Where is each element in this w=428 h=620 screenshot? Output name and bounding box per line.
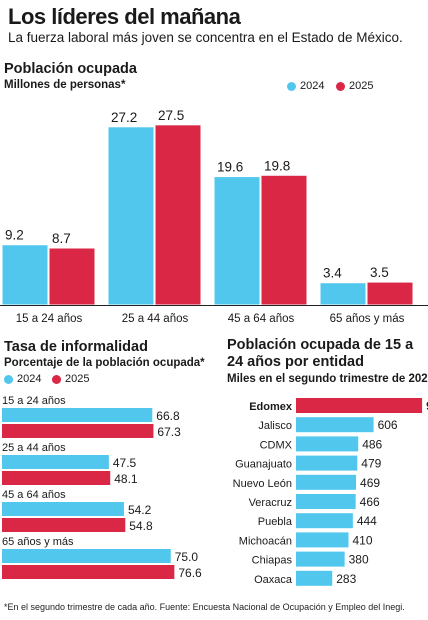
state-label-puebla: Puebla (258, 516, 293, 528)
bar-2024-45-a-64-anos (2, 502, 124, 516)
legend-2024: 2024 (287, 80, 324, 92)
legend-2025: 2025 (336, 80, 373, 92)
value-label-2024-25-a-44-anos: 27.2 (111, 110, 137, 125)
legend-2024-swatch (287, 81, 296, 91)
main-subtitle: La fuerza laboral más joven se concentra… (8, 30, 403, 45)
bar-2025-15-a-24-anos (48, 247, 96, 306)
value-label-2025-25-a-44-anos: 27.5 (158, 108, 184, 123)
value-label-2025-45-a-64-anos: 19.8 (264, 158, 290, 173)
state-label-oaxaca: Oaxaca (254, 574, 293, 586)
value-label-chiapas: 380 (349, 553, 369, 567)
chart3-subtitle: Miles en el segundo trimestre de 2025 (227, 373, 428, 385)
value-label-2025-25-a-44-anos: 48.1 (114, 472, 138, 486)
bar-cdmx (296, 436, 359, 452)
chart1-population-bars: 9.2 8.7 15 a 24 años 27.2 27.5 25 a 44 años 19… (0, 108, 428, 325)
state-label-chiapas: Chiapas (252, 555, 293, 567)
bar-2025-45-a-64-anos (2, 518, 126, 532)
category-label-45-a-64-anos: 45 a 64 años (2, 489, 66, 501)
bar-oaxaca (296, 570, 333, 586)
legend-2025-swatch (336, 81, 345, 91)
chart2-informality-bars: 15 a 24 años 66.8 67.3 25 a 44 años 47.5 48.1… (2, 395, 202, 580)
value-label-oaxaca: 283 (336, 572, 356, 586)
state-label-guanajuato: Guanajuato (235, 459, 292, 471)
bar-2025-65-anos-y-mas (2, 565, 175, 579)
category-label-45-a-64-anos: 45 a 64 años (228, 313, 295, 325)
value-label-2025-45-a-64-anos: 54.8 (129, 519, 153, 533)
chart1-subtitle: Millones de personas* (4, 79, 126, 91)
bar-nuevo-leon (296, 474, 357, 490)
value-label-2024-15-a-24-anos: 9.2 (5, 228, 24, 243)
bar-puebla (296, 513, 353, 529)
state-label-veracruz: Veracruz (249, 497, 292, 509)
chart2-legend-2024-swatch (4, 374, 13, 384)
category-label-65-anos-y-mas: 65 años y más (330, 313, 405, 325)
state-label-cdmx: CDMX (260, 439, 293, 451)
bar-edomex (296, 398, 423, 413)
value-label-jalisco: 606 (378, 418, 398, 432)
value-label-2024-45-a-64-anos: 54.2 (128, 503, 152, 517)
main-title: Los líderes del mañana (8, 4, 241, 29)
value-label-guanajuato: 479 (361, 457, 381, 471)
bar-2024-25-a-44-anos (2, 455, 109, 469)
chart2-legend-2025-swatch (52, 374, 61, 384)
chart1-title: Población ocupada (4, 61, 137, 77)
value-label-veracruz: 466 (360, 495, 380, 509)
value-label-michoacan: 410 (352, 533, 372, 547)
bar-2025-25-a-44-anos (154, 124, 202, 306)
chart2-legend-2025: 2025 (52, 373, 89, 385)
chart2-title: Tasa de informalidad (4, 339, 148, 355)
value-label-2025-65-anos-y-mas: 76.6 (178, 566, 202, 580)
value-label-2025-65-anos-y-mas: 3.5 (370, 265, 389, 280)
value-label-2025-15-a-24-anos: 8.7 (52, 231, 71, 246)
chart3-title: Población ocupada de 15 a 24 años por en… (227, 337, 414, 370)
value-label-edomex: 985 (426, 399, 428, 413)
chart2-legend-2024-label: 2024 (17, 373, 42, 385)
bar-guanajuato (296, 455, 358, 471)
value-label-2024-65-anos-y-mas: 75.0 (175, 550, 199, 564)
bar-2025-45-a-64-anos (260, 174, 308, 306)
category-label-15-a-24-anos: 15 a 24 años (2, 395, 66, 407)
category-label-15-a-24-anos: 15 a 24 años (16, 313, 83, 325)
legend-2025-label: 2025 (349, 80, 374, 92)
state-label-edomex: Edomex (249, 401, 293, 413)
category-label-25-a-44-anos: 25 a 44 años (2, 442, 66, 454)
bar-michoacan (296, 532, 349, 548)
bar-2025-65-anos-y-mas (366, 281, 414, 306)
bar-2024-65-anos-y-mas (2, 549, 171, 563)
value-label-2025-15-a-24-anos: 67.3 (157, 425, 181, 439)
value-label-2024-45-a-64-anos: 19.6 (217, 160, 243, 175)
chart2-legend-2025-label: 2025 (65, 373, 90, 385)
category-label-65-anos-y-mas: 65 años y más (2, 536, 74, 548)
bar-2024-25-a-44-anos (107, 126, 155, 306)
chart2-legend-2024: 2024 (4, 373, 41, 385)
bar-2024-65-anos-y-mas (319, 282, 367, 306)
value-label-2024-15-a-24-anos: 66.8 (156, 409, 180, 423)
state-label-michoacan: Michoacán (239, 535, 292, 547)
bar-2025-15-a-24-anos (2, 424, 154, 438)
value-label-2024-25-a-44-anos: 47.5 (113, 456, 137, 470)
bar-2025-25-a-44-anos (2, 471, 111, 485)
state-label-nuevo-leon: Nuevo León (233, 478, 292, 490)
bar-chiapas (296, 551, 345, 567)
value-label-nuevo-leon: 469 (360, 476, 380, 490)
value-label-cdmx: 486 (362, 437, 382, 451)
value-label-2024-65-anos-y-mas: 3.4 (323, 266, 342, 281)
bar-jalisco (296, 417, 374, 433)
chart2-subtitle: Porcentaje de la población ocupada* (4, 357, 205, 369)
legend-2024-label: 2024 (300, 80, 325, 92)
bar-2024-15-a-24-anos (1, 244, 49, 306)
value-label-puebla: 444 (357, 514, 377, 528)
bar-2024-45-a-64-anos (213, 176, 261, 306)
footnote: *En el segundo trimestre de cada año. Fu… (4, 602, 405, 612)
bar-veracruz (296, 494, 356, 509)
chart3-state-bars: Edomex 985 Jalisco 606 CDMX 486 Guanajuato 479 N… (233, 398, 428, 586)
bar-2024-15-a-24-anos (2, 408, 153, 422)
state-label-jalisco: Jalisco (258, 420, 292, 432)
category-label-25-a-44-anos: 25 a 44 años (122, 313, 189, 325)
